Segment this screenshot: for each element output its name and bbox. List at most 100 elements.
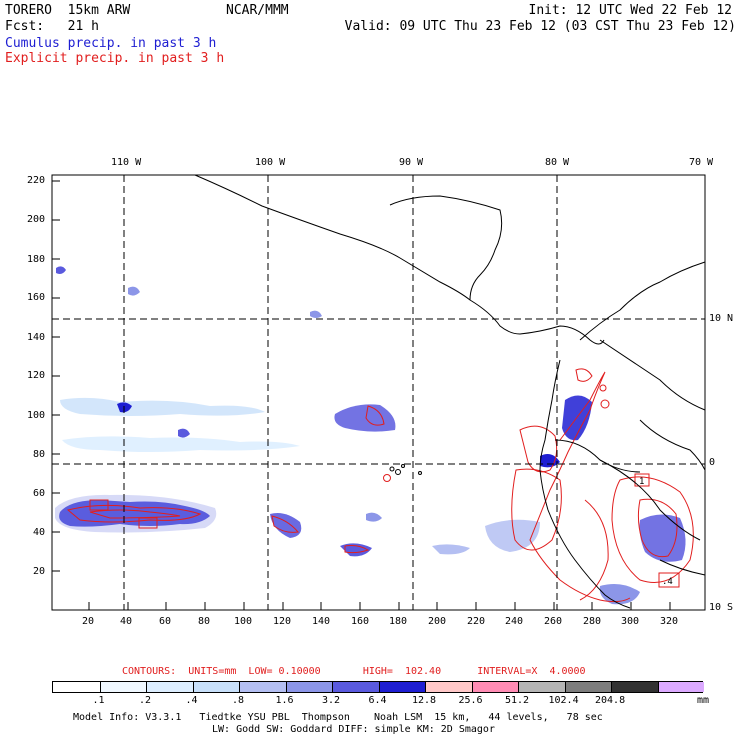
- border-colombia-venezuela: [599, 339, 706, 411]
- left-tick-marks: [52, 180, 60, 572]
- contour-east-3: [579, 499, 609, 601]
- precip-patch-e2: [540, 454, 560, 468]
- cumulus-legend: Cumulus precip. in past 3 h: [5, 36, 217, 51]
- x-tick-220: 220: [467, 616, 486, 627]
- contour-coast-4: [575, 368, 593, 382]
- lat-lon-grid: [52, 175, 705, 610]
- x-tick-80: 80: [198, 616, 211, 627]
- precip-patch-c3: [340, 543, 372, 557]
- contour-coast-6: [599, 384, 607, 392]
- cumulus-precip-areas: [55, 266, 686, 605]
- x-tick-140: 140: [312, 616, 331, 627]
- colorbar-cell: [285, 682, 332, 692]
- colorbar-label: 12.8: [412, 695, 437, 706]
- border-bolivia: [659, 559, 706, 576]
- x-tick-280: 280: [583, 616, 602, 627]
- precip-patch-c4: [432, 544, 470, 555]
- x-tick-240: 240: [505, 616, 524, 627]
- border-colombia-brazil: [639, 419, 706, 471]
- x-tick-100: 100: [234, 616, 253, 627]
- colorbar-label: 51.2: [505, 695, 530, 706]
- contour-west-band-inner: [89, 509, 181, 519]
- contour-coast-3: [511, 468, 562, 551]
- precip-patch-ul4: [178, 428, 190, 438]
- x-tick-60: 60: [159, 616, 172, 627]
- colorbar-label: 102.4: [548, 695, 579, 706]
- galapagos-island-1: [389, 466, 395, 472]
- contour-box-label-1: 1: [639, 477, 644, 487]
- border-colombia-ecuador: [554, 439, 641, 473]
- colorbar-cell: [657, 682, 704, 692]
- precip-patch-ul2: [62, 436, 300, 452]
- x-tick-20: 20: [82, 616, 95, 627]
- precip-patch-e5: [599, 584, 640, 605]
- lat-label-10n: 10 N: [709, 313, 734, 324]
- y-tick-140: 140: [27, 332, 46, 343]
- precip-patch-c1: [334, 404, 396, 432]
- colorbar-cell: [518, 682, 565, 692]
- precip-patch-e4: [639, 514, 686, 562]
- y-tick-20: 20: [33, 566, 46, 577]
- colorbar-cell: [192, 682, 239, 692]
- lon-label-100w: 100 W: [255, 157, 286, 168]
- x-tick-320: 320: [660, 616, 679, 627]
- x-tick-300: 300: [621, 616, 640, 627]
- x-tick-260: 260: [544, 616, 563, 627]
- model-title: TORERO 15km ARW: [5, 3, 131, 18]
- colorbar-cell: [425, 682, 472, 692]
- border-peru-brazil: [599, 459, 701, 541]
- contour-label-box-2: [658, 572, 680, 588]
- precip-band-west-halo: [55, 494, 217, 533]
- forecast-hour: Fcst: 21 h: [5, 19, 99, 34]
- model-physics: LW: Godd SW: Goddard DIFF: simple KM: 2D…: [212, 724, 495, 735]
- colorbar-cell: [332, 682, 379, 692]
- precip-patch-c5: [366, 512, 382, 522]
- lat-label-10s: 10 S: [709, 602, 734, 613]
- colorbar: [52, 681, 704, 693]
- colorbar-cell: [471, 682, 518, 692]
- y-tick-60: 60: [33, 488, 46, 499]
- contour-coast-5: [600, 399, 610, 409]
- colorbar-label: 6.4: [368, 695, 387, 706]
- colorbar-label: 1.6: [275, 695, 294, 706]
- x-tick-200: 200: [428, 616, 447, 627]
- y-tick-100: 100: [27, 410, 46, 421]
- contour-label-box-4: [138, 517, 158, 529]
- galapagos-island-4: [418, 471, 422, 475]
- y-tick-220: 220: [27, 175, 46, 186]
- y-tick-200: 200: [27, 214, 46, 225]
- colorbar-labels: .1 .2 .4 .8 1.6 3.2 6.4 12.8 25.6 51.2 102.4 204.8: [52, 695, 712, 707]
- x-tick-180: 180: [389, 616, 408, 627]
- precip-patch-c6: [310, 310, 322, 318]
- contour-east-1: [611, 476, 694, 583]
- contour-west-band: [66, 504, 202, 523]
- colorbar-label: .2: [139, 695, 152, 706]
- y-tick-80: 80: [33, 449, 46, 460]
- colorbar-cell: [146, 682, 193, 692]
- contour-info: CONTOURS: UNITS=mm LOW= 0.10000 HIGH= 10…: [122, 666, 586, 677]
- contour-label-box-1: [634, 473, 650, 487]
- contour-c3: [344, 545, 370, 554]
- colorbar-label: .8: [232, 695, 245, 706]
- colorbar-label: .4: [185, 695, 198, 706]
- y-tick-40: 40: [33, 527, 46, 538]
- explicit-legend: Explicit precip. in past 3 h: [5, 51, 225, 66]
- contour-c4: [383, 474, 391, 482]
- galapagos-island-3: [401, 464, 405, 468]
- coastline-north-sa: [579, 261, 706, 341]
- contour-c1: [365, 405, 385, 426]
- colorbar-cell: [564, 682, 611, 692]
- model-info: Model Info: V3.3.1 Tiedtke YSU PBL Thomp…: [73, 712, 603, 723]
- valid-time: Valid: 09 UTC Thu 23 Feb 12 (03 CST Thu …: [344, 19, 736, 34]
- colorbar-cell: [611, 682, 658, 692]
- lon-label-70w: 70 W: [689, 157, 714, 168]
- precip-patch-c2: [270, 513, 302, 538]
- colorbar-unit: mm: [697, 695, 710, 706]
- precip-patch-e3: [485, 519, 540, 552]
- contour-c2: [271, 515, 299, 533]
- y-tick-160: 160: [27, 292, 46, 303]
- x-tick-120: 120: [273, 616, 292, 627]
- colorbar-label: 204.8: [595, 695, 626, 706]
- colorbar-label: .1: [92, 695, 105, 706]
